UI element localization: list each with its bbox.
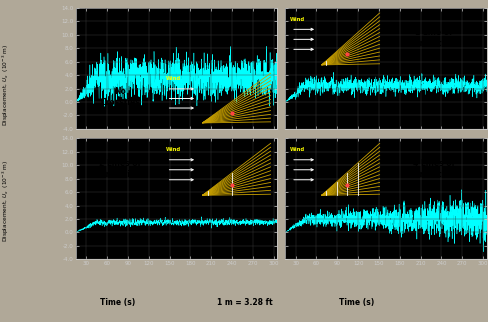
Text: Displacement, $U_x$  (10$^{-3}$ m): Displacement, $U_x$ (10$^{-3}$ m) [0, 44, 11, 127]
Text: Time (s): Time (s) [100, 298, 135, 307]
Text: 1 m = 3.28 ft: 1 m = 3.28 ft [216, 298, 272, 307]
Text: Displacement, $U_x$  (10$^{-3}$ m): Displacement, $U_x$ (10$^{-3}$ m) [0, 160, 11, 242]
Text: Time (s): Time (s) [339, 298, 374, 307]
